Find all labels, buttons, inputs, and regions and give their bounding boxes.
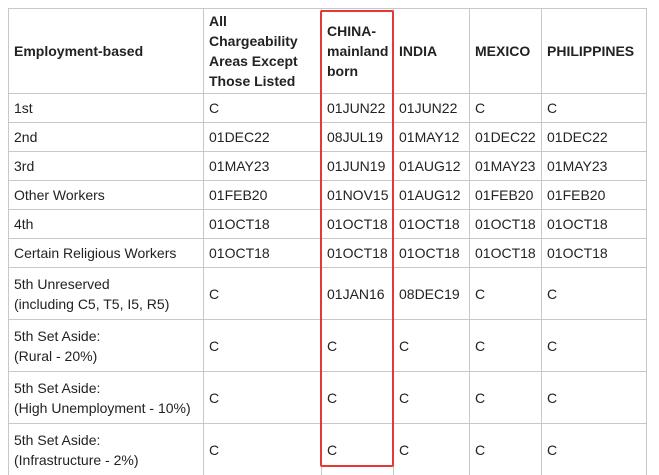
- table-row: 5th Set Aside: (High Unemployment - 10%) C…: [8, 371, 647, 424]
- table-cell: 01JAN16: [321, 267, 394, 320]
- table-cell: 01JUN22: [321, 93, 394, 123]
- table-cell: C: [203, 93, 322, 123]
- table-row: 2nd 01DEC22 08JUL19 01MAY12 01DEC22 01DEC22: [8, 122, 647, 152]
- cell-line: (Rural - 20%): [14, 347, 98, 364]
- table-cell: C: [321, 319, 394, 372]
- table-cell: 08DEC19: [393, 267, 470, 320]
- header-cell: CHINA-mainland born: [321, 8, 394, 94]
- table-row: 4th 01OCT18 01OCT18 01OCT18 01OCT18 01OCT18: [8, 209, 647, 239]
- table-cell: 01OCT18: [393, 209, 470, 239]
- table-cell: C: [469, 371, 542, 424]
- table-cell: C: [393, 371, 470, 424]
- header-cell: PHILIPPINES: [541, 8, 647, 94]
- table-cell: 01OCT18: [541, 209, 647, 239]
- cell-line: (including C5, T5, I5, R5): [14, 295, 170, 312]
- table-row: 1st C 01JUN22 01JUN22 C C: [8, 93, 647, 123]
- table-cell: 1st: [8, 93, 204, 123]
- table-cell: 01OCT18: [203, 209, 322, 239]
- table-cell: 01MAY23: [469, 151, 542, 181]
- table-cell: 3rd: [8, 151, 204, 181]
- table-row: Other Workers 01FEB20 01NOV15 01AUG12 01FEB2…: [8, 180, 647, 210]
- visa-bulletin-table: Employment-based All Chargeability Areas …: [8, 8, 647, 475]
- table-cell: Certain Religious Workers: [8, 238, 204, 268]
- table-cell: C: [393, 319, 470, 372]
- table-cell: 01FEB20: [203, 180, 322, 210]
- table-cell: 2nd: [8, 122, 204, 152]
- table-cell: 01OCT18: [469, 209, 542, 239]
- table-cell: C: [541, 93, 647, 123]
- table-cell: 01MAY23: [541, 151, 647, 181]
- table-cell: 5th Unreserved (including C5, T5, I5, R5): [8, 267, 204, 320]
- table-cell: 5th Set Aside: (High Unemployment - 10%): [8, 371, 204, 424]
- table-row: 5th Set Aside: (Rural - 20%) C C C C C: [8, 319, 647, 372]
- table-cell: C: [321, 423, 394, 475]
- table-row: 3rd 01MAY23 01JUN19 01AUG12 01MAY23 01MAY23: [8, 151, 647, 181]
- table-cell: C: [203, 267, 322, 320]
- table-cell: C: [469, 423, 542, 475]
- cell-line: 5th Set Aside:: [14, 327, 101, 344]
- cell-line: 5th Set Aside:: [14, 431, 101, 448]
- table-cell: 01MAY12: [393, 122, 470, 152]
- table-cell: 01MAY23: [203, 151, 322, 181]
- table-cell: 08JUL19: [321, 122, 394, 152]
- header-cell: Employment-based: [8, 8, 204, 94]
- header-cell: INDIA: [393, 8, 470, 94]
- table-cell: 5th Set Aside: (Infrastructure - 2%): [8, 423, 204, 475]
- cell-line: 5th Set Aside:: [14, 379, 101, 396]
- table-cell: 5th Set Aside: (Rural - 20%): [8, 319, 204, 372]
- table-cell: 01DEC22: [541, 122, 647, 152]
- table-cell: C: [393, 423, 470, 475]
- header-cell: All Chargeability Areas Except Those Lis…: [203, 8, 322, 94]
- table-cell: 01NOV15: [321, 180, 394, 210]
- table-row: Certain Religious Workers 01OCT18 01OCT18 0…: [8, 238, 647, 268]
- table-cell: 01OCT18: [321, 209, 394, 239]
- table-cell: 01AUG12: [393, 151, 470, 181]
- table-cell: 01OCT18: [469, 238, 542, 268]
- table-cell: C: [541, 319, 647, 372]
- header-cell: MEXICO: [469, 8, 542, 94]
- table-cell: C: [203, 319, 322, 372]
- table-cell: 01FEB20: [541, 180, 647, 210]
- table-cell: 01DEC22: [469, 122, 542, 152]
- table-cell: 01AUG12: [393, 180, 470, 210]
- table-cell: Other Workers: [8, 180, 204, 210]
- table-cell: C: [469, 319, 542, 372]
- table-cell: C: [541, 267, 647, 320]
- table-cell: 01OCT18: [393, 238, 470, 268]
- cell-line: 5th Unreserved: [14, 275, 110, 292]
- table-cell: C: [203, 371, 322, 424]
- table-cell: 01JUN22: [393, 93, 470, 123]
- table-row: 5th Set Aside: (Infrastructure - 2%) C C C C C: [8, 423, 647, 475]
- cell-line: (High Unemployment - 10%): [14, 399, 191, 416]
- cell-line: (Infrastructure - 2%): [14, 451, 139, 468]
- table-body: 1st C 01JUN22 01JUN22 C C 2nd 01DEC22 08JUL19 01M…: [8, 93, 647, 475]
- table-cell: C: [469, 267, 542, 320]
- table-cell: C: [321, 371, 394, 424]
- table-cell: C: [469, 93, 542, 123]
- table-cell: C: [541, 423, 647, 475]
- table-cell: 01FEB20: [469, 180, 542, 210]
- table-cell: 01DEC22: [203, 122, 322, 152]
- table-cell: 01OCT18: [321, 238, 394, 268]
- table-cell: 01JUN19: [321, 151, 394, 181]
- table-cell: C: [541, 371, 647, 424]
- table-cell: 4th: [8, 209, 204, 239]
- table-cell: 01OCT18: [541, 238, 647, 268]
- header-row: Employment-based All Chargeability Areas …: [8, 8, 647, 94]
- table-cell: 01OCT18: [203, 238, 322, 268]
- table-cell: C: [203, 423, 322, 475]
- table-row: 5th Unreserved (including C5, T5, I5, R5)…: [8, 267, 647, 320]
